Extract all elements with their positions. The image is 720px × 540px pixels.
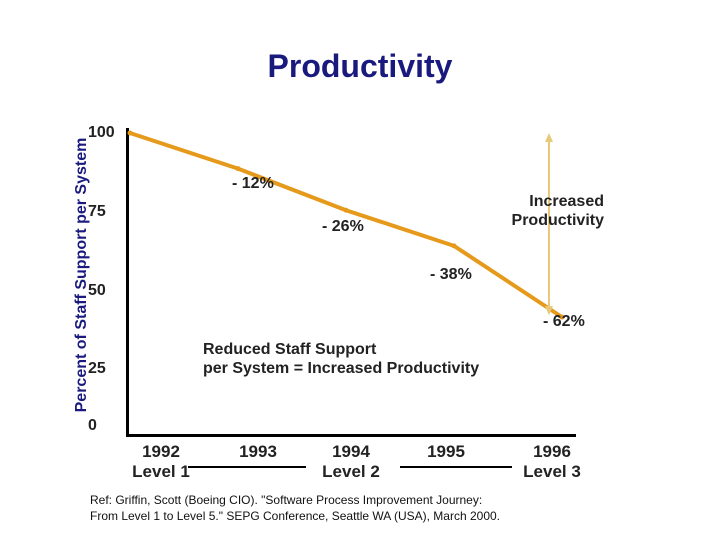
point-label-1993: - 12% [232, 175, 274, 192]
reference-line1: Ref: Griffin, Scott (Boeing CIO). "Softw… [90, 493, 483, 507]
productivity-arrow-head-up [545, 133, 553, 142]
x-year-1995: 1995 [427, 442, 465, 461]
reference-citation: Ref: Griffin, Scott (Boeing CIO). "Softw… [90, 492, 500, 524]
note-line2: per System = Increased Productivity [203, 360, 480, 377]
y-tick-0: 0 [88, 417, 97, 434]
reference-line2: From Level 1 to Level 5." SEPG Conferenc… [90, 509, 500, 523]
increased-label-line1: Increased [529, 193, 604, 210]
data-point-1993 [235, 166, 241, 172]
productivity-arrow-head-down [545, 306, 553, 316]
y-tick-75: 75 [88, 203, 106, 220]
y-axis-line [126, 128, 129, 436]
y-tick-50: 50 [88, 282, 106, 299]
data-point-1995 [451, 243, 457, 249]
y-tick-25: 25 [88, 360, 106, 377]
x-year-1994: 1994 [332, 442, 370, 461]
x-level-1994: Level 2 [322, 462, 380, 481]
x-year-1996: 1996 [533, 442, 571, 461]
chart-title: Productivity [267, 48, 453, 84]
x-label-1994: 1994 Level 2 [296, 442, 406, 482]
x-label-1993: 1993 [203, 442, 313, 462]
x-axis-line [126, 434, 576, 437]
point-label-1994: - 26% [322, 218, 364, 235]
x-label-1992: 1992 Level 1 [106, 442, 216, 482]
increased-label-line2: Productivity [511, 212, 604, 229]
note-line1: Reduced Staff Support [203, 341, 377, 358]
point-label-1995: - 38% [430, 266, 472, 283]
data-point-1994 [343, 207, 349, 213]
x-label-1996: 1996 Level 3 [497, 442, 607, 482]
x-year-1992: 1992 [142, 442, 180, 461]
data-point-1992 [127, 130, 133, 136]
level-2-3-divider [400, 466, 512, 468]
level-1-2-divider [188, 466, 306, 468]
increased-productivity-label: Increased Productivity [494, 192, 604, 230]
point-label-1996: - 62% [543, 313, 585, 330]
x-year-1993: 1993 [239, 442, 277, 461]
data-point-1996 [559, 314, 565, 320]
reduced-support-note: Reduced Staff Support per System = Incre… [203, 340, 479, 378]
y-tick-100: 100 [88, 124, 115, 141]
x-label-1995: 1995 [391, 442, 501, 462]
x-level-1992: Level 1 [132, 462, 190, 481]
x-level-1996: Level 3 [523, 462, 581, 481]
